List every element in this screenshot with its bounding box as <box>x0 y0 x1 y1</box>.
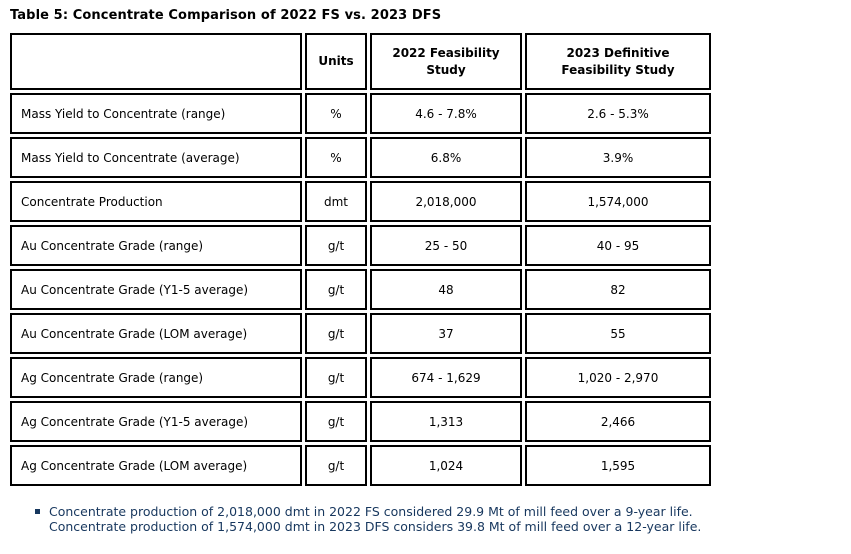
table-row: Mass Yield to Concentrate (average) % 6.… <box>10 137 711 178</box>
row-label: Mass Yield to Concentrate (range) <box>10 93 302 134</box>
header-cell-blank <box>10 33 302 90</box>
cell-2023-dfs: 1,595 <box>525 445 711 486</box>
cell-units: % <box>305 93 367 134</box>
row-label: Ag Concentrate Grade (range) <box>10 357 302 398</box>
cell-2023-dfs: 82 <box>525 269 711 310</box>
cell-units: g/t <box>305 357 367 398</box>
cell-2023-dfs: 1,020 - 2,970 <box>525 357 711 398</box>
table-row: Ag Concentrate Grade (range) g/t 674 - 1… <box>10 357 711 398</box>
table-row: Au Concentrate Grade (LOM average) g/t 3… <box>10 313 711 354</box>
cell-units: g/t <box>305 445 367 486</box>
row-label: Au Concentrate Grade (LOM average) <box>10 313 302 354</box>
cell-2022-fs: 37 <box>370 313 522 354</box>
concentrate-comparison-table: Units 2022 Feasibility Study 2023 Defini… <box>7 30 714 489</box>
row-label: Concentrate Production <box>10 181 302 222</box>
cell-2022-fs: 1,024 <box>370 445 522 486</box>
table-row: Ag Concentrate Grade (LOM average) g/t 1… <box>10 445 711 486</box>
cell-2022-fs: 6.8% <box>370 137 522 178</box>
row-label: Ag Concentrate Grade (Y1-5 average) <box>10 401 302 442</box>
footnote-text: Concentrate production of 2,018,000 dmt … <box>49 504 701 535</box>
cell-2023-dfs: 2.6 - 5.3% <box>525 93 711 134</box>
cell-2022-fs: 25 - 50 <box>370 225 522 266</box>
cell-2022-fs: 2,018,000 <box>370 181 522 222</box>
cell-2022-fs: 48 <box>370 269 522 310</box>
cell-2023-dfs: 1,574,000 <box>525 181 711 222</box>
row-label: Au Concentrate Grade (range) <box>10 225 302 266</box>
document-page: Table 5: Concentrate Comparison of 2022 … <box>7 8 851 535</box>
cell-2023-dfs: 40 - 95 <box>525 225 711 266</box>
header-row: Units 2022 Feasibility Study 2023 Defini… <box>10 33 711 90</box>
table-title: Table 5: Concentrate Comparison of 2022 … <box>10 8 442 23</box>
cell-2023-dfs: 55 <box>525 313 711 354</box>
cell-units: g/t <box>305 225 367 266</box>
cell-2022-fs: 4.6 - 7.8% <box>370 93 522 134</box>
cell-units: g/t <box>305 313 367 354</box>
table-row: Ag Concentrate Grade (Y1-5 average) g/t … <box>10 401 711 442</box>
header-cell-2023-dfs: 2023 Definitive Feasibility Study <box>525 33 711 90</box>
footnote-line: Concentrate production of 2,018,000 dmt … <box>49 504 693 519</box>
row-label: Ag Concentrate Grade (LOM average) <box>10 445 302 486</box>
footnote-line: Concentrate production of 1,574,000 dmt … <box>49 519 702 535</box>
cell-units: g/t <box>305 269 367 310</box>
cell-2023-dfs: 3.9% <box>525 137 711 178</box>
cell-units: g/t <box>305 401 367 442</box>
header-cell-units: Units <box>305 33 367 90</box>
cell-units: dmt <box>305 181 367 222</box>
table-row: Au Concentrate Grade (range) g/t 25 - 50… <box>10 225 711 266</box>
cell-2022-fs: 1,313 <box>370 401 522 442</box>
header-cell-2022-fs: 2022 Feasibility Study <box>370 33 522 90</box>
row-label: Au Concentrate Grade (Y1-5 average) <box>10 269 302 310</box>
cell-2023-dfs: 2,466 <box>525 401 711 442</box>
row-label: Mass Yield to Concentrate (average) <box>10 137 302 178</box>
cell-2022-fs: 674 - 1,629 <box>370 357 522 398</box>
square-bullet-icon <box>35 509 40 514</box>
table-row: Mass Yield to Concentrate (range) % 4.6 … <box>10 93 711 134</box>
footnote: Concentrate production of 2,018,000 dmt … <box>35 504 851 535</box>
cell-units: % <box>305 137 367 178</box>
table-row: Au Concentrate Grade (Y1-5 average) g/t … <box>10 269 711 310</box>
table-row: Concentrate Production dmt 2,018,000 1,5… <box>10 181 711 222</box>
